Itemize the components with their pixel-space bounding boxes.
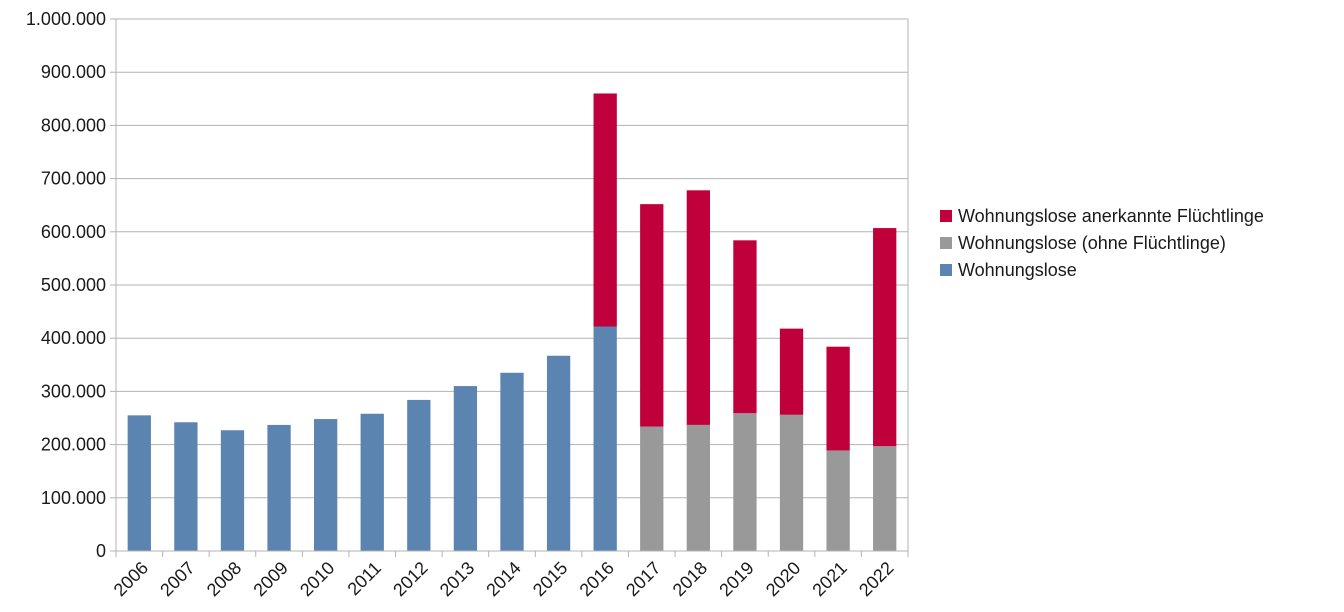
legend-label: Wohnungslose [958,260,1077,280]
y-tick-label: 1.000.000 [26,9,106,29]
axes [110,18,909,557]
bar-wohnungslose-2012 [407,399,431,551]
bar-wohnungslose-ohne-fl-chtlinge--2018 [686,424,710,551]
x-tick-label: 2018 [669,558,711,600]
x-tick-label: 2021 [808,558,850,600]
x-tick-label: 2011 [344,558,386,600]
x-tick-label: 2013 [436,558,478,600]
bar-wohnungslose-anerkannte-fl-chtlinge-2016 [593,93,617,327]
bar-wohnungslose-2010 [314,419,338,551]
bar-wohnungslose-anerkannte-fl-chtlinge-2020 [779,328,804,415]
y-tick-label: 200.000 [41,435,106,455]
bar-wohnungslose-anerkannte-fl-chtlinge-2021 [826,346,850,451]
y-tick-label: 300.000 [41,381,106,401]
legend: Wohnungslose anerkannte Flüchtlinge Wohnu… [940,206,1264,280]
x-tick-label: 2015 [529,558,571,600]
x-tick-label: 2012 [389,558,431,600]
bar-wohnungslose-2014 [500,372,524,551]
bar-wohnungslose-2007 [174,422,198,551]
bar-wohnungslose-2008 [220,430,245,551]
legend-swatch [940,237,952,249]
legend-swatch [940,210,952,222]
bar-wohnungslose-anerkannte-fl-chtlinge-2022 [873,228,897,447]
bars [127,93,897,551]
bar-wohnungslose-ohne-fl-chtlinge--2017 [640,426,664,551]
bar-wohnungslose-anerkannte-fl-chtlinge-2017 [640,204,664,427]
x-tick-label: 2014 [482,558,524,600]
x-tick-label: 2019 [715,558,757,600]
x-tick-label: 2022 [855,558,897,600]
x-tick-label: 2009 [249,558,291,600]
x-tick-label: 2006 [110,558,152,600]
x-tick-label: 2017 [622,558,664,600]
y-tick-label: 900.000 [41,62,106,82]
legend-label: Wohnungslose anerkannte Flüchtlinge [958,206,1264,226]
y-axis-tick-labels: 0 100.000 200.000 300.000 400.000 500.000 600.… [26,9,106,561]
legend-swatch [940,264,952,276]
bar-wohnungslose-2011 [360,413,384,551]
x-tick-label: 2020 [762,558,804,600]
bar-wohnungslose-2009 [267,424,291,551]
bar-wohnungslose-ohne-fl-chtlinge--2019 [733,413,757,551]
bar-wohnungslose-2016 [593,326,617,551]
y-tick-label: 700.000 [41,169,106,189]
x-tick-label: 2016 [576,558,618,600]
bar-wohnungslose-anerkannte-fl-chtlinge-2018 [686,190,710,425]
x-axis-tick-labels: 2006 2007 2008 2009 2010 2011 2012 2013 2014 2015… [110,558,898,600]
bar-wohnungslose-2006 [127,415,151,551]
y-tick-label: 500.000 [41,275,106,295]
y-tick-label: 800.000 [41,115,106,135]
x-tick-label: 2008 [203,558,245,600]
bar-wohnungslose-ohne-fl-chtlinge--2022 [873,446,897,551]
y-tick-label: 100.000 [41,488,106,508]
x-tick-label: 2007 [156,558,198,600]
bar-wohnungslose-ohne-fl-chtlinge--2020 [779,414,804,551]
bar-wohnungslose-2015 [546,355,571,551]
bar-wohnungslose-2013 [453,386,478,551]
bar-wohnungslose-ohne-fl-chtlinge--2021 [826,450,850,551]
y-tick-label: 600.000 [41,222,106,242]
bar-wohnungslose-anerkannte-fl-chtlinge-2019 [733,240,757,414]
x-tick-label: 2010 [296,558,338,600]
legend-label: Wohnungslose (ohne Flüchtlinge) [958,233,1226,253]
y-tick-label: 400.000 [41,328,106,348]
grid-lines [116,18,909,552]
y-tick-label: 0 [96,541,106,561]
